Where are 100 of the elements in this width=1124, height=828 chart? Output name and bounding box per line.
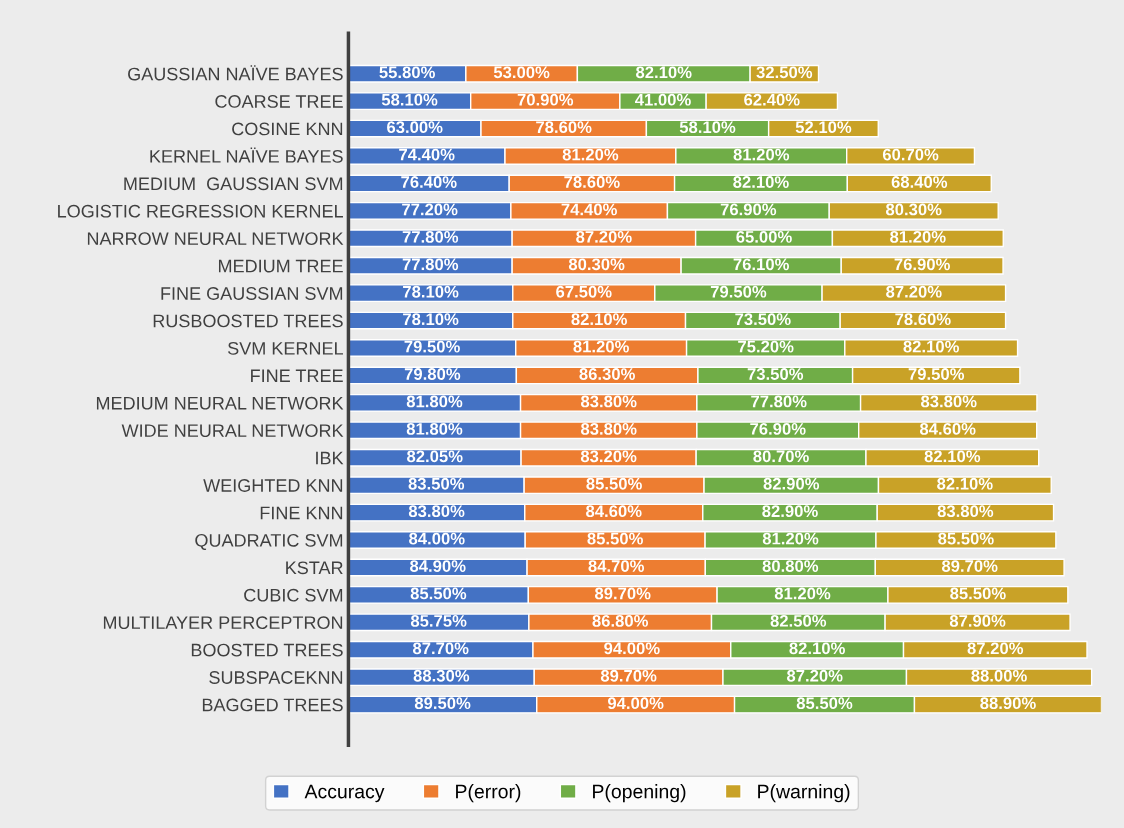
data-label: 60.70% — [882, 148, 939, 161]
y-tick-label: MULTILAYER PERCEPTRON — [103, 616, 343, 630]
data-label: 87.20% — [576, 230, 632, 243]
data-label: 82.10% — [636, 66, 692, 79]
data-label: 78.60% — [564, 176, 620, 188]
data-label: 77.80% — [751, 395, 807, 408]
y-tick-label: WEIGHTED KNN — [203, 479, 343, 492]
data-label: 83.80% — [580, 422, 637, 435]
data-label: 82.05% — [407, 450, 463, 463]
data-label: 80.30% — [885, 203, 942, 216]
data-label: 81.20% — [573, 340, 629, 353]
data-label: 77.20% — [402, 203, 458, 216]
data-label: 77.80% — [402, 230, 459, 243]
y-tick-label: FINE GAUSSIAN SVM — [161, 287, 343, 300]
data-label: 94.00% — [607, 697, 664, 710]
y-tick-label: COARSE TREE — [215, 95, 343, 108]
data-label: 80.70% — [753, 450, 809, 463]
data-label: 89.70% — [594, 587, 651, 600]
legend-label: P(error) — [456, 784, 521, 803]
y-tick-label: GAUSSIAN NAÏVE BAYES — [128, 65, 343, 81]
y-tick-label: BOOSTED TREES — [191, 643, 343, 657]
data-label: 86.80% — [592, 614, 649, 627]
data-label: 78.10% — [403, 313, 459, 326]
data-label: 81.80% — [406, 395, 463, 408]
y-tick-label: KERNEL NAÏVE BAYES — [150, 147, 343, 163]
data-label: 76.40% — [401, 176, 457, 188]
data-label: 88.00% — [971, 669, 1027, 682]
data-label: 63.00% — [387, 121, 443, 134]
data-label: 89.50% — [414, 697, 471, 710]
data-label: 58.10% — [381, 93, 438, 106]
y-tick-label: LOGISTIC REGRESSION KERNEL — [58, 204, 343, 218]
y-tick-label: NARROW NEURAL NETWORK — [87, 232, 344, 246]
data-label: 84.60% — [586, 505, 642, 518]
y-tick-label: COSINE KNN — [232, 122, 343, 136]
data-label: 81.20% — [733, 148, 790, 161]
data-label: 87.20% — [886, 285, 942, 298]
data-label: 81.20% — [762, 532, 819, 545]
data-label: 82.10% — [789, 642, 845, 655]
data-label: 85.50% — [796, 697, 853, 710]
data-label: 85.50% — [586, 477, 642, 490]
data-label: 83.80% — [937, 505, 994, 518]
legend-label: P(warning) — [758, 784, 850, 803]
data-label: 41.00% — [635, 93, 691, 106]
data-label: 79.50% — [710, 285, 767, 298]
data-label: 82.90% — [763, 477, 820, 490]
data-label: 82.10% — [924, 450, 981, 463]
data-label: 53.00% — [493, 66, 550, 79]
y-tick-label: SUBSPACEKNN — [209, 671, 343, 684]
data-label: 94.00% — [604, 642, 660, 655]
y-tick-label: CUBIC SVM — [244, 588, 343, 602]
data-label: 81.20% — [774, 587, 831, 600]
data-label: 87.90% — [949, 614, 1006, 627]
data-label: 83.50% — [408, 477, 465, 490]
data-label: 76.90% — [750, 422, 806, 435]
data-label: 82.10% — [733, 176, 789, 188]
data-label: 76.90% — [720, 203, 777, 216]
y-tick-label: BAGGED TREES — [202, 698, 343, 712]
y-tick-label: WIDE NEURAL NETWORK — [121, 424, 344, 438]
data-label: 84.70% — [588, 560, 645, 572]
data-label: 78.10% — [403, 285, 459, 298]
data-label: 62.40% — [744, 93, 800, 106]
data-label: 79.50% — [908, 368, 965, 380]
data-label: 74.40% — [399, 148, 455, 161]
data-label: 88.90% — [980, 697, 1036, 710]
y-tick-label: FINE KNN — [260, 506, 343, 520]
y-tick-label: SVM KERNEL — [228, 341, 343, 355]
data-label: 81.80% — [406, 422, 463, 435]
data-label: 74.40% — [561, 203, 617, 216]
data-label: 85.50% — [410, 587, 467, 600]
data-label: 67.50% — [556, 285, 612, 298]
data-label: 80.80% — [762, 560, 819, 572]
data-label: 75.20% — [738, 340, 794, 353]
data-label: 82.10% — [937, 477, 993, 490]
data-label: 86.30% — [579, 368, 635, 380]
data-label: 76.10% — [733, 258, 789, 271]
data-label: 68.40% — [891, 176, 948, 188]
data-label: 32.50% — [756, 66, 813, 79]
data-label: 81.20% — [890, 230, 946, 243]
legend-label: Accuracy — [304, 784, 385, 803]
y-tick-label: IBK — [316, 451, 344, 465]
data-label: 77.80% — [402, 258, 459, 271]
data-label: 76.90% — [894, 258, 950, 271]
data-label: 84.90% — [410, 560, 466, 572]
data-label: 87.20% — [967, 642, 1024, 655]
data-label: 70.90% — [517, 93, 574, 106]
y-tick-label: KSTAR — [286, 561, 343, 575]
y-tick-label: FINE TREE — [251, 369, 343, 382]
data-label: 52.10% — [795, 121, 852, 134]
data-label: 79.50% — [404, 340, 460, 353]
data-label: 58.10% — [679, 121, 736, 134]
data-label: 55.80% — [379, 66, 435, 79]
data-label: 82.10% — [903, 340, 960, 353]
data-label: 85.50% — [950, 587, 1006, 600]
data-label: 84.60% — [919, 422, 976, 435]
y-tick-label: MEDIUM TREE — [218, 259, 343, 273]
data-label: 85.75% — [410, 614, 467, 627]
data-label: 89.70% — [941, 560, 998, 572]
data-label: 82.90% — [762, 505, 818, 518]
data-label: 82.50% — [770, 614, 827, 627]
data-label: 87.20% — [786, 669, 843, 682]
